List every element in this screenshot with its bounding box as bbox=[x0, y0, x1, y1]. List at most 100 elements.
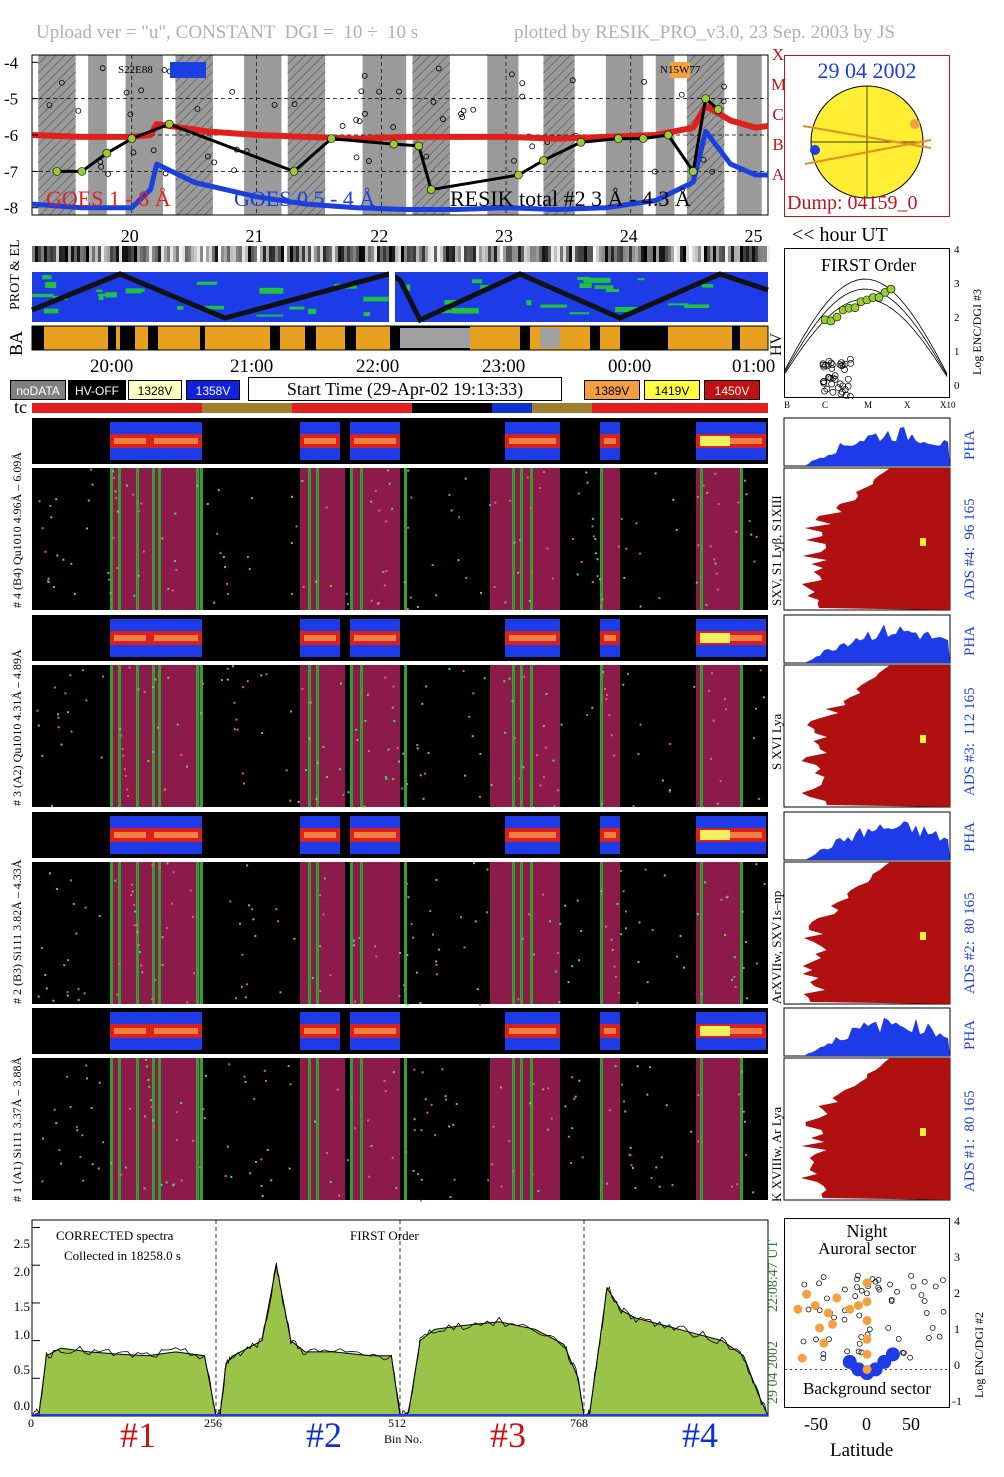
prot-el-cell bbox=[620, 246, 623, 262]
spectrogram-1 bbox=[32, 665, 768, 808]
prot-el-cell bbox=[392, 246, 395, 262]
spectrogram-dot bbox=[671, 1183, 674, 1186]
spectrogram-dot bbox=[325, 776, 328, 779]
goes-series bbox=[31, 94, 769, 213]
spectrogram-dot bbox=[755, 535, 758, 538]
spectrogram-dot bbox=[136, 930, 139, 933]
orbit-green-patch bbox=[444, 299, 457, 305]
spectrogram-dot bbox=[737, 501, 740, 504]
spectrogram-dot bbox=[167, 676, 170, 679]
tc-strip bbox=[32, 403, 768, 413]
ch3-pha-label: PHA bbox=[962, 625, 978, 656]
spectrogram-dot bbox=[315, 580, 318, 583]
spec-xtick-512: 512 bbox=[388, 1416, 406, 1430]
prot-el-cell bbox=[590, 246, 593, 262]
spectrogram-dot bbox=[478, 795, 481, 798]
spectrogram-dot bbox=[412, 936, 415, 939]
spectrogram-dot bbox=[133, 594, 136, 597]
spec-xtick-768: 768 bbox=[570, 1416, 588, 1430]
spectrogram-dot bbox=[444, 1098, 447, 1101]
spectrogram-bar bbox=[316, 1058, 319, 1200]
lat-auroral-point bbox=[823, 1308, 833, 1318]
spectrogram-dot bbox=[649, 1066, 652, 1069]
spectrogram-dot bbox=[591, 581, 594, 584]
spectrogram-dot bbox=[124, 774, 127, 777]
prot-el-cell bbox=[518, 246, 521, 262]
spectrogram-dot bbox=[124, 1166, 127, 1169]
hatch-line bbox=[37, 134, 76, 173]
sun-west-region-dot bbox=[910, 119, 920, 129]
spectrogram-dot bbox=[472, 692, 475, 695]
spectrogram-dot bbox=[235, 718, 238, 721]
spectrogram-dot bbox=[500, 1185, 503, 1188]
spectrogram-dot bbox=[715, 572, 718, 575]
ch2-pha-range: 80 165 bbox=[962, 892, 978, 934]
resik-point bbox=[576, 137, 586, 147]
orbit-gap bbox=[389, 270, 395, 324]
spectrogram-dot bbox=[325, 506, 328, 509]
spectrogram-dot bbox=[309, 701, 312, 704]
spectrogram-dot bbox=[203, 1117, 206, 1120]
spectrogram-dot bbox=[448, 1125, 451, 1128]
hatch-line bbox=[48, 188, 76, 216]
ch4-pha-label: PHA bbox=[962, 429, 978, 460]
prot-el-cell bbox=[362, 246, 365, 262]
spectrogram-bar bbox=[350, 1058, 353, 1200]
spectrogram-dot bbox=[202, 682, 205, 685]
spectrogram-dot bbox=[186, 1001, 189, 1004]
hatch-line bbox=[287, 54, 324, 92]
spectrogram-dot bbox=[412, 1169, 415, 1172]
fo-point bbox=[825, 374, 832, 381]
spectrogram-dot bbox=[536, 754, 539, 757]
spectrogram-dot bbox=[175, 1139, 178, 1142]
prot-el-cell bbox=[536, 246, 539, 262]
pha-flare-core bbox=[700, 633, 730, 643]
spectrogram-dot bbox=[122, 754, 125, 757]
hatch-line bbox=[287, 71, 326, 110]
spectrogram-dot bbox=[734, 986, 737, 989]
prot-el-cell bbox=[479, 246, 482, 262]
ads-hist-marker bbox=[920, 735, 926, 743]
prot-el-cell bbox=[428, 246, 431, 262]
hatch-line bbox=[287, 54, 297, 65]
status-strips bbox=[31, 246, 770, 351]
goes-sample-point bbox=[123, 89, 130, 96]
prot-el-cell bbox=[698, 246, 701, 262]
spectrogram-dot bbox=[142, 550, 145, 553]
goes-sample-point bbox=[358, 88, 365, 95]
region-marker-east bbox=[170, 62, 206, 78]
spectrogram-bar bbox=[152, 468, 155, 610]
prot-el-cell bbox=[341, 246, 344, 262]
prot-el-cell bbox=[320, 246, 323, 262]
lat-sample-point bbox=[856, 1312, 863, 1319]
fo-xtick-x: X bbox=[904, 400, 911, 410]
time-tick-2200: 22:00 bbox=[356, 356, 400, 377]
spectrogram-dot bbox=[253, 1097, 256, 1100]
spectrogram-dot bbox=[693, 685, 696, 688]
spectrogram-dot bbox=[173, 1183, 176, 1186]
spectrogram-dot bbox=[423, 772, 426, 775]
prot-el-cell bbox=[329, 246, 332, 262]
spectrogram-dot bbox=[458, 516, 461, 519]
sun-date: 29 04 2002 bbox=[817, 58, 917, 83]
spectrogram-dot bbox=[421, 1071, 424, 1074]
spectrogram-dot bbox=[261, 732, 264, 735]
ch2-crystal: # 2 (B3) Si111 bbox=[10, 933, 24, 1004]
ch2-range: 3.82Å – 4.33Å bbox=[10, 859, 24, 931]
spectrogram-dot bbox=[755, 707, 758, 710]
fo-xtick-x10: X10 bbox=[940, 400, 956, 410]
prot-el-cell bbox=[389, 246, 392, 262]
prot-el-cell bbox=[635, 246, 638, 262]
spectrogram-dot bbox=[465, 576, 468, 579]
prot-el-cell bbox=[506, 246, 509, 262]
spectrogram-dot bbox=[705, 603, 708, 606]
spectrogram-bar bbox=[196, 665, 199, 807]
spectrogram-dot bbox=[622, 683, 625, 686]
spectrogram-dot bbox=[726, 895, 729, 898]
lat-auroral-point bbox=[862, 1364, 872, 1374]
prot-el-cell bbox=[149, 246, 152, 262]
spectrogram-dot bbox=[118, 962, 121, 965]
prot-el-cell bbox=[401, 246, 404, 262]
spectrogram-bar bbox=[136, 862, 139, 1004]
spectrogram-dot bbox=[70, 730, 73, 733]
